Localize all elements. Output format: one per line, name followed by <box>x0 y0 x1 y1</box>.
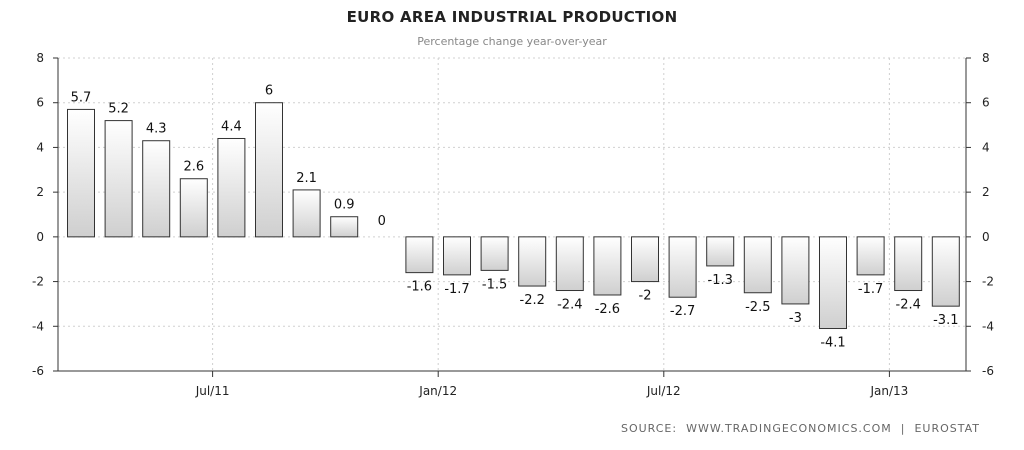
data-label: -4.1 <box>820 336 845 351</box>
bar <box>894 236 923 292</box>
data-label: -3 <box>789 311 802 326</box>
data-label: -2.4 <box>557 298 582 313</box>
bar <box>819 236 847 330</box>
bar <box>631 236 659 283</box>
y-tick-label-right: 8 <box>982 51 990 65</box>
x-tick-label: Jul/12 <box>646 384 681 398</box>
bar-layer <box>67 102 960 330</box>
y-tick-label-left: 6 <box>36 96 44 110</box>
data-label: -2.7 <box>670 304 695 319</box>
bar <box>781 236 810 305</box>
data-label: -1.5 <box>482 277 507 292</box>
data-label: 6 <box>265 84 273 99</box>
y-tick-label-right: 2 <box>982 185 990 199</box>
bar <box>743 236 772 294</box>
source-credit: SOURCE: WWW.TRADINGECONOMICS.COM | EUROS… <box>620 422 980 435</box>
data-label: -2.2 <box>520 293 545 308</box>
y-tick-label-right: -2 <box>982 275 994 289</box>
y-tick-label-left: 4 <box>36 140 44 154</box>
y-tick-label-right: -6 <box>982 364 994 378</box>
data-label: -1.6 <box>407 280 432 295</box>
data-label: -1.7 <box>444 282 469 297</box>
y-tick-label-right: 0 <box>982 230 990 244</box>
bar <box>292 189 321 238</box>
data-label: 2.1 <box>296 171 317 186</box>
data-label: -2.5 <box>745 300 770 315</box>
data-label: -2 <box>639 289 652 304</box>
data-label: -2.6 <box>595 302 620 317</box>
data-label: 2.6 <box>183 160 204 175</box>
bar <box>856 236 885 276</box>
bar <box>443 236 471 276</box>
data-label: -3.1 <box>933 313 958 328</box>
x-tick-label: Jul/11 <box>195 384 230 398</box>
data-label: -1.3 <box>708 273 733 288</box>
bar <box>931 236 960 307</box>
bar <box>179 178 208 238</box>
y-tick-label-left: -4 <box>32 319 44 333</box>
bar <box>405 236 434 274</box>
bar <box>706 236 735 267</box>
data-label: -2.4 <box>896 298 921 313</box>
y-tick-label-right: -4 <box>982 319 994 333</box>
data-label: -1.7 <box>858 282 883 297</box>
x-tick-label: Jan/12 <box>418 384 457 398</box>
y-tick-label-right: 6 <box>982 96 990 110</box>
y-tick-label-left: 2 <box>36 185 44 199</box>
y-tick-label-left: 8 <box>36 51 44 65</box>
data-label: 0.9 <box>334 198 355 213</box>
label-layer: 5.75.24.32.64.462.10.90-1.6 -1.7 -1.5-2.2-… <box>71 84 959 351</box>
y-tick-label-left: -6 <box>32 364 44 378</box>
bar <box>255 102 283 238</box>
bar <box>142 140 171 238</box>
y-tick-label-left: 0 <box>36 230 44 244</box>
bar <box>67 108 95 238</box>
data-label: 4.3 <box>146 122 167 137</box>
axis-layer: 8 8 6 6 4 4 2 2 0 0 -2 -2 -4 -4 -6 -6 Jul/11 Jan/12 Jul/12… <box>32 51 994 398</box>
x-tick-label: Jan/13 <box>869 384 908 398</box>
y-tick-label-right: 4 <box>982 140 990 154</box>
data-label: 5.2 <box>108 102 129 117</box>
bar <box>555 236 584 292</box>
bar <box>217 137 246 238</box>
data-label: 5.7 <box>71 90 92 105</box>
bar <box>668 236 697 298</box>
y-tick-label-left: -2 <box>32 275 44 289</box>
data-label: 4.4 <box>221 119 242 134</box>
bar <box>480 236 509 271</box>
data-label: 0 <box>378 214 386 229</box>
bar <box>330 216 359 238</box>
bar <box>593 236 622 296</box>
bar <box>104 120 133 238</box>
bar <box>518 236 547 287</box>
chart-title: EURO AREA INDUSTRIAL PRODUCTION <box>346 8 678 26</box>
chart-subtitle: Percentage change year-over-year <box>417 35 607 48</box>
